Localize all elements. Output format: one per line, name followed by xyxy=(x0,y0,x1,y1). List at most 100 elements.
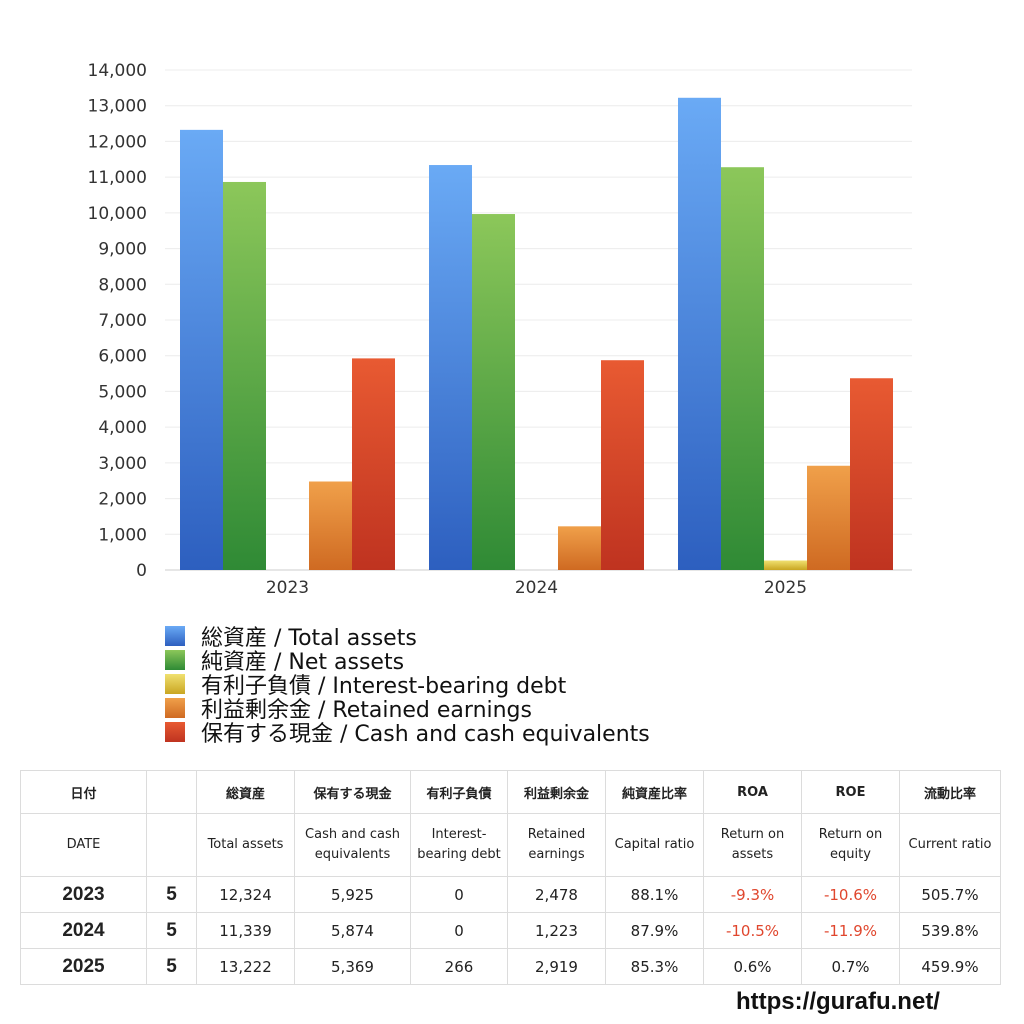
cell-retained: 2,478 xyxy=(507,876,606,913)
cell-current-ratio: 459.9% xyxy=(899,948,1001,985)
cell-debt: 266 xyxy=(410,948,508,985)
header-cell: Cash and cash equivalents xyxy=(294,813,411,877)
header-cell: 総資産 xyxy=(196,770,295,814)
cell-cash: 5,369 xyxy=(294,948,411,985)
x-tick-label: 2025 xyxy=(764,578,807,598)
x-tick-label: 2024 xyxy=(515,578,558,598)
bar-2024-series-3 xyxy=(558,526,601,570)
bar-2025-series-0 xyxy=(678,97,721,571)
y-tick-label: 1,000 xyxy=(98,525,147,545)
cell-retained: 1,223 xyxy=(507,912,606,949)
cell-months: 5 xyxy=(146,948,197,985)
table-header-english: DATE Total assets Cash and cash equivalent… xyxy=(20,813,1001,877)
y-tick-label: 10,000 xyxy=(88,204,147,224)
cell-roe: -10.6% xyxy=(801,876,900,913)
bar-2025-series-4 xyxy=(850,378,893,570)
y-axis-ticks: 0 1,000 2,000 3,000 4,000 5,000 6,000 7,000 8,00… xyxy=(88,61,147,581)
site-url: https://gurafu.net/ xyxy=(736,988,940,1015)
bar-2024-series-1 xyxy=(472,214,515,571)
y-tick-label: 0 xyxy=(136,561,147,581)
legend-label: 保有する現金 / Cash and cash equivalents xyxy=(201,722,650,747)
legend-swatch xyxy=(165,626,185,646)
header-cell: Total assets xyxy=(196,813,295,877)
cell-capital-ratio: 85.3% xyxy=(605,948,704,985)
bar-2025-series-3 xyxy=(807,465,850,570)
cell-capital-ratio: 87.9% xyxy=(605,912,704,949)
y-tick-label: 13,000 xyxy=(88,97,147,117)
cell-retained: 2,919 xyxy=(507,948,606,985)
cell-total-assets: 11,339 xyxy=(196,912,295,949)
header-cell: 利益剰余金 xyxy=(507,770,606,814)
x-axis-ticks: 2023 2024 2025 xyxy=(266,578,807,598)
bar-2024-series-4 xyxy=(601,360,644,570)
legend-label: 利益剰余金 / Retained earnings xyxy=(201,698,532,723)
header-cell: 流動比率 xyxy=(899,770,1001,814)
legend-label: 純資産 / Net assets xyxy=(201,650,405,675)
header-cell: DATE xyxy=(20,813,147,877)
y-tick-label: 9,000 xyxy=(98,240,147,260)
y-tick-label: 11,000 xyxy=(88,168,147,188)
y-tick-label: 14,000 xyxy=(88,61,147,81)
legend-item: 総資産 / Total assets xyxy=(165,624,650,651)
bars xyxy=(180,97,893,571)
legend-item: 利益剰余金 / Retained earnings xyxy=(165,696,650,723)
cell-total-assets: 13,222 xyxy=(196,948,295,985)
bar-2023-series-1 xyxy=(223,181,266,570)
cell-cash: 5,925 xyxy=(294,876,411,913)
cell-months: 5 xyxy=(146,876,197,913)
y-tick-label: 7,000 xyxy=(98,311,147,331)
cell-roa: -9.3% xyxy=(703,876,802,913)
header-cell: Return on assets xyxy=(703,813,802,877)
y-tick-label: 3,000 xyxy=(98,454,147,474)
cell-current-ratio: 505.7% xyxy=(899,876,1001,913)
cell-roa: -10.5% xyxy=(703,912,802,949)
x-tick-label: 2023 xyxy=(266,578,309,598)
table-row: 2025 5 13,222 5,369 266 2,919 85.3% 0.6% 0.7% 459… xyxy=(20,948,1001,985)
bar-2023-series-0 xyxy=(180,129,223,570)
header-cell: Current ratio xyxy=(899,813,1001,877)
header-cell xyxy=(146,770,197,814)
grid-lines xyxy=(165,69,912,571)
cell-current-ratio: 539.8% xyxy=(899,912,1001,949)
header-cell: 純資産比率 xyxy=(605,770,704,814)
header-cell: Interest-bearing debt xyxy=(410,813,508,877)
table-row: 2024 5 11,339 5,874 0 1,223 87.9% -10.5% -11.9% 5… xyxy=(20,912,1001,949)
bar-2025-series-2 xyxy=(764,560,807,570)
cell-cash: 5,874 xyxy=(294,912,411,949)
header-cell: ROE xyxy=(801,770,900,814)
header-cell xyxy=(146,813,197,877)
cell-capital-ratio: 88.1% xyxy=(605,876,704,913)
legend-item: 純資産 / Net assets xyxy=(165,648,650,675)
y-tick-label: 6,000 xyxy=(98,347,147,367)
y-tick-label: 4,000 xyxy=(98,418,147,438)
y-tick-label: 8,000 xyxy=(98,275,147,295)
cell-debt: 0 xyxy=(410,912,508,949)
cell-months: 5 xyxy=(146,912,197,949)
bar-2023-series-4 xyxy=(352,358,395,570)
cell-date: 2023 xyxy=(20,876,147,913)
y-tick-label: 5,000 xyxy=(98,382,147,402)
legend-item: 保有する現金 / Cash and cash equivalents xyxy=(165,720,650,747)
table-row: 2023 5 12,324 5,925 0 2,478 88.1% -9.3% -10.6% 50… xyxy=(20,876,1001,913)
cell-total-assets: 12,324 xyxy=(196,876,295,913)
legend-label: 有利子負債 / Interest-bearing debt xyxy=(201,674,567,699)
header-cell: Return on equity xyxy=(801,813,900,877)
y-tick-label: 2,000 xyxy=(98,490,147,510)
header-cell: 保有する現金 xyxy=(294,770,411,814)
cell-roe: 0.7% xyxy=(801,948,900,985)
header-cell: Capital ratio xyxy=(605,813,704,877)
bar-2025-series-1 xyxy=(721,167,764,570)
bar-chart: 0 1,000 2,000 3,000 4,000 5,000 6,000 7,000 8,00… xyxy=(88,61,912,598)
cell-date: 2024 xyxy=(20,912,147,949)
cell-debt: 0 xyxy=(410,876,508,913)
y-tick-label: 12,000 xyxy=(88,132,147,152)
bar-2023-series-3 xyxy=(309,481,352,570)
table-header-japanese: 日付 総資産 保有する現金 有利子負債 利益剰余金 純資産比率 ROA ROE 流動比率 xyxy=(20,770,1001,814)
legend-item: 有利子負債 / Interest-bearing debt xyxy=(165,672,650,699)
legend-label: 総資産 / Total assets xyxy=(201,626,417,651)
chart-legend: 総資産 / Total assets 純資産 / Net assets 有利子負債 … xyxy=(165,624,650,747)
header-cell: 日付 xyxy=(20,770,147,814)
legend-swatch xyxy=(165,650,185,670)
legend-swatch xyxy=(165,722,185,742)
legend-swatch xyxy=(165,698,185,718)
